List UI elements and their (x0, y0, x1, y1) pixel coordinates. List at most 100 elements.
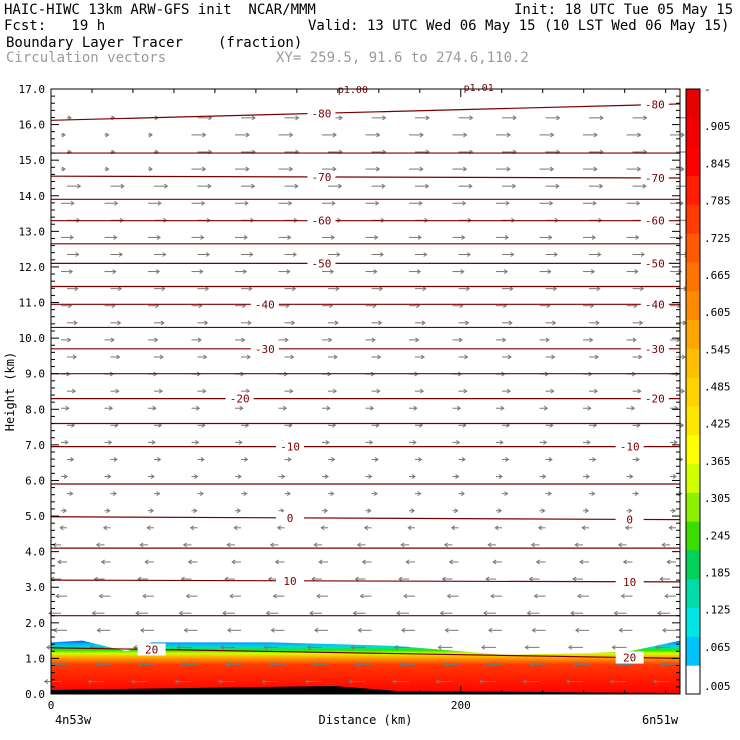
vector-head (200, 457, 205, 462)
vector-head (553, 252, 559, 257)
isotherm-label: -40 (255, 298, 275, 311)
vector-head (416, 269, 422, 274)
vector-head (120, 183, 125, 189)
vector-head (272, 593, 277, 599)
isotherm-label-bg (640, 98, 669, 111)
vector-head (680, 132, 685, 138)
vector-head (629, 474, 634, 479)
vector-head (269, 542, 274, 548)
vector-head (107, 474, 112, 479)
vector-head (161, 286, 166, 292)
vector-head (71, 388, 77, 394)
vector-head (483, 610, 488, 616)
vector-head (593, 132, 598, 138)
vector-head (591, 491, 596, 497)
vector-head (461, 234, 466, 240)
vector-head (443, 542, 448, 548)
vector-head (419, 388, 425, 394)
vector-head (465, 320, 470, 326)
vector-head (281, 474, 286, 479)
vector-head (357, 627, 362, 633)
vector-head (116, 354, 121, 360)
vector-head (492, 559, 497, 565)
isotherm-label-bg (276, 574, 305, 587)
colorbar-swatch (686, 89, 700, 119)
vector-head (460, 491, 465, 497)
isotherm-label: -60 (645, 215, 665, 228)
vector-head (306, 644, 312, 650)
isotherm-line (50, 579, 681, 583)
vector-head (352, 610, 357, 616)
vector-head (239, 405, 244, 411)
isotherm-label-bg (250, 342, 279, 355)
y-tick-label: 9.0 (25, 368, 45, 381)
top-label: p1.00 (338, 85, 368, 96)
vector-head (324, 474, 329, 479)
vector-head (466, 252, 472, 257)
vector-head (679, 200, 684, 206)
vector-head (96, 627, 101, 633)
vector-head (247, 320, 252, 326)
vector-head (73, 320, 78, 326)
vector-head (112, 491, 117, 497)
colorbar-swatch (686, 348, 700, 378)
vector-head (313, 542, 318, 548)
vector-head (67, 337, 72, 343)
vector-head (336, 252, 341, 257)
vector-head (45, 644, 51, 650)
vector-head (422, 286, 427, 292)
vector-head (637, 388, 642, 394)
vector-head (294, 183, 299, 189)
vector-head (543, 405, 549, 411)
colorbar-label: .545 (704, 343, 731, 356)
vector-head (199, 269, 204, 274)
colorbar-swatch (686, 117, 700, 148)
vector-head (638, 354, 643, 360)
vector-head (547, 491, 552, 497)
colorbar-frame (685, 88, 701, 695)
vector-head (381, 183, 386, 189)
vector-head (460, 269, 465, 274)
vector-head (323, 508, 329, 514)
vector-head (105, 132, 110, 138)
vector-head (411, 474, 416, 479)
vector-head (350, 644, 355, 650)
vector-head (149, 508, 155, 514)
isotherm-label: -60 (312, 215, 332, 228)
vector-head (407, 525, 412, 531)
colorbar-label: .605 (704, 306, 731, 319)
vector-head (243, 491, 248, 497)
vector-head (200, 234, 205, 240)
vector-head (203, 354, 208, 360)
vector-head (590, 269, 596, 274)
vector-head (195, 439, 200, 445)
vector-head (335, 286, 340, 292)
vector-head (77, 183, 82, 189)
colorbar-swatch (686, 549, 700, 580)
vector-head (363, 525, 369, 531)
vector-head (244, 457, 249, 462)
vector-head (369, 405, 375, 411)
vector-head (355, 662, 360, 667)
vector-head (157, 200, 162, 206)
vector-head (499, 439, 504, 445)
vector-head (425, 183, 430, 189)
vector-head (417, 234, 422, 240)
x-end-label-left: 4n53w (55, 713, 92, 727)
vector-head (654, 644, 660, 650)
y-tick-label: 7.0 (25, 439, 45, 452)
vector-head (115, 388, 120, 394)
vector-head (548, 234, 553, 240)
vector-head (635, 234, 640, 240)
vector-head (672, 474, 677, 479)
field-name: Boundary Layer Tracer (6, 35, 184, 51)
vector-head (504, 491, 509, 497)
vector-head (243, 234, 248, 240)
vector-head (316, 593, 321, 599)
vector-head (75, 252, 80, 257)
colorbar-label: .005 (704, 680, 731, 693)
colorbar-label: .065 (704, 641, 731, 654)
vector-head (592, 457, 597, 462)
vector-head (320, 525, 325, 531)
